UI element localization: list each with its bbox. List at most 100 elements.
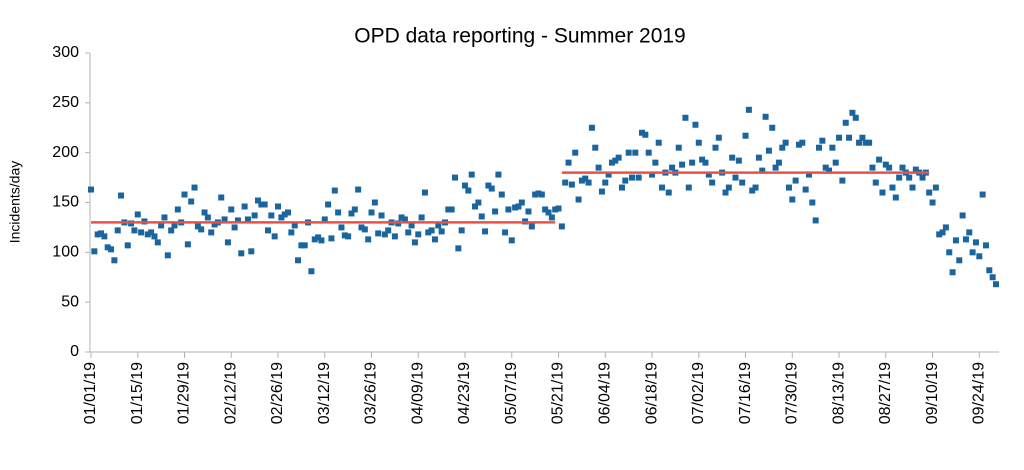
point bbox=[462, 182, 469, 189]
point bbox=[802, 186, 809, 193]
point bbox=[548, 214, 555, 221]
y-tick-label: 50 bbox=[61, 293, 79, 310]
point bbox=[649, 171, 656, 178]
point bbox=[866, 139, 873, 146]
point bbox=[665, 189, 672, 196]
point bbox=[598, 188, 605, 195]
point bbox=[969, 249, 976, 256]
point bbox=[779, 144, 786, 151]
point bbox=[285, 209, 292, 216]
point bbox=[832, 159, 839, 166]
point bbox=[191, 184, 198, 191]
point bbox=[438, 228, 445, 235]
point bbox=[939, 229, 946, 236]
point bbox=[655, 139, 662, 146]
point bbox=[158, 222, 165, 229]
point bbox=[478, 213, 485, 220]
point bbox=[585, 179, 592, 186]
point bbox=[542, 206, 549, 213]
point bbox=[248, 248, 255, 255]
point bbox=[425, 229, 432, 236]
point bbox=[692, 121, 699, 128]
point bbox=[739, 179, 746, 186]
point bbox=[555, 205, 562, 212]
point bbox=[198, 226, 205, 233]
point bbox=[789, 196, 796, 203]
point bbox=[298, 242, 305, 249]
x-tick-label: 01/01/19 bbox=[82, 362, 99, 424]
y-axis-label: Incidents/day bbox=[7, 161, 23, 244]
point bbox=[729, 154, 736, 161]
point bbox=[375, 230, 382, 237]
point bbox=[966, 229, 973, 236]
point bbox=[705, 171, 712, 178]
y-tick-label: 0 bbox=[70, 343, 79, 360]
x-tick-label: 05/07/19 bbox=[503, 362, 520, 424]
point bbox=[335, 209, 342, 216]
point bbox=[618, 184, 625, 191]
point bbox=[485, 182, 492, 189]
x-tick-label: 01/15/19 bbox=[129, 362, 146, 424]
point bbox=[829, 144, 836, 151]
point bbox=[926, 189, 933, 196]
point bbox=[962, 236, 969, 243]
x-tick-label: 05/21/19 bbox=[550, 362, 567, 424]
point bbox=[695, 139, 702, 146]
point bbox=[749, 187, 756, 194]
point bbox=[605, 171, 612, 178]
y-tick-label: 250 bbox=[52, 94, 79, 111]
x-tick-label: 02/12/19 bbox=[222, 362, 239, 424]
point bbox=[669, 164, 676, 171]
point bbox=[532, 191, 539, 198]
x-tick-label: 02/26/19 bbox=[269, 362, 286, 424]
point bbox=[418, 214, 425, 221]
point bbox=[181, 191, 188, 198]
point bbox=[502, 229, 509, 236]
point bbox=[495, 171, 502, 178]
point bbox=[552, 206, 559, 213]
point bbox=[525, 208, 532, 215]
point bbox=[952, 237, 959, 244]
point bbox=[348, 210, 355, 217]
point bbox=[351, 206, 358, 213]
x-tick-label: 08/27/19 bbox=[877, 362, 894, 424]
point bbox=[244, 216, 251, 223]
point bbox=[993, 281, 999, 288]
x-tick-label: 09/24/19 bbox=[971, 362, 988, 424]
point bbox=[535, 190, 542, 197]
point bbox=[311, 236, 318, 243]
point bbox=[114, 227, 121, 234]
point bbox=[862, 139, 869, 146]
x-tick-label: 09/10/19 bbox=[924, 362, 941, 424]
x-tick-label: 04/23/19 bbox=[456, 362, 473, 424]
point bbox=[174, 206, 181, 213]
point bbox=[722, 189, 729, 196]
point bbox=[772, 164, 779, 171]
point bbox=[639, 129, 646, 136]
point bbox=[645, 149, 652, 156]
point bbox=[956, 257, 963, 264]
point bbox=[505, 206, 512, 213]
point bbox=[592, 144, 599, 151]
point bbox=[792, 177, 799, 184]
point bbox=[398, 214, 405, 221]
point bbox=[518, 199, 525, 206]
point bbox=[775, 159, 782, 166]
point bbox=[94, 231, 101, 238]
point bbox=[725, 184, 732, 191]
point bbox=[472, 203, 479, 210]
point bbox=[231, 224, 238, 231]
point bbox=[836, 134, 843, 141]
x-tick-label: 01/29/19 bbox=[176, 362, 193, 424]
point bbox=[301, 242, 308, 249]
point bbox=[946, 249, 953, 256]
point bbox=[118, 192, 125, 199]
point bbox=[405, 229, 412, 236]
point bbox=[468, 171, 475, 178]
point bbox=[264, 227, 271, 234]
point bbox=[685, 184, 692, 191]
point bbox=[475, 199, 482, 206]
point bbox=[281, 211, 288, 218]
point bbox=[982, 242, 989, 249]
point bbox=[458, 227, 465, 234]
